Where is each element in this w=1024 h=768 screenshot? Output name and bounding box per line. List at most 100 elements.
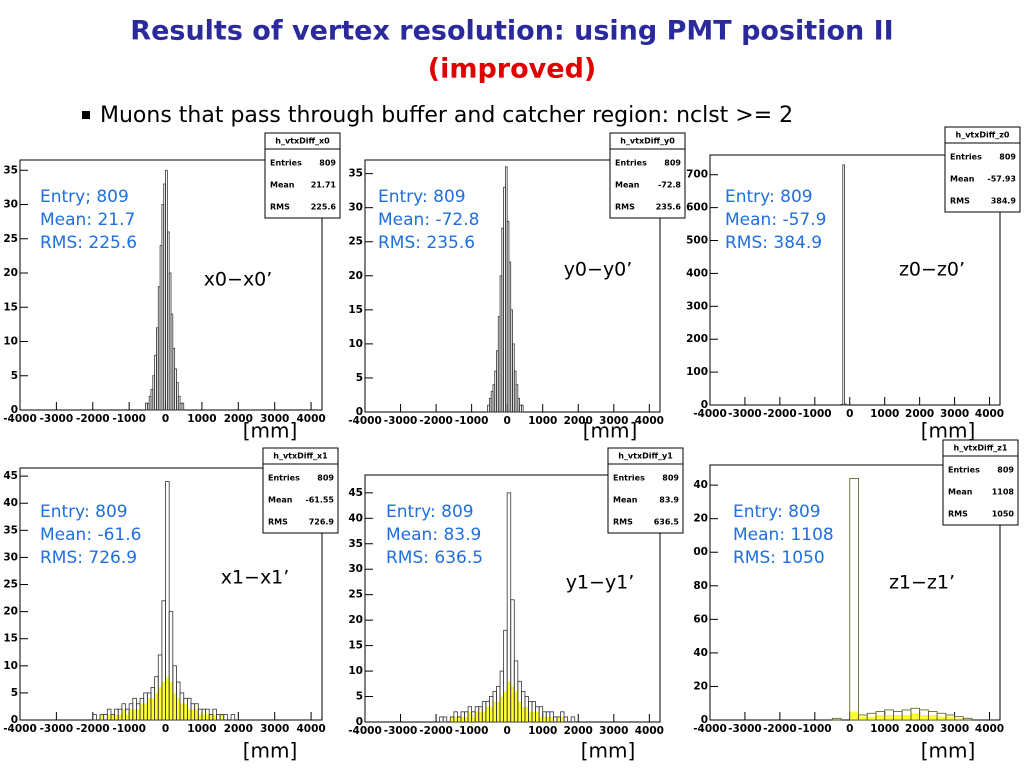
- y-tick-label: 500: [686, 235, 708, 247]
- y-tick-label: 40: [693, 647, 708, 659]
- bar: [849, 478, 859, 721]
- highlight-bar: [464, 716, 469, 722]
- annotation: Mean: 1108: [733, 525, 834, 545]
- y-tick-label: 20: [348, 270, 363, 282]
- x-tick-label: -3000: [384, 415, 418, 427]
- x-axis-label: [mm]: [921, 419, 976, 443]
- stats-value: 384.9: [991, 197, 1017, 206]
- stats-label: RMS: [268, 518, 288, 527]
- highlight-bar: [560, 716, 565, 722]
- highlight-bar: [471, 716, 476, 722]
- y-tick-label: 0: [356, 406, 363, 418]
- x-tick-label: -1000: [798, 723, 832, 735]
- stats-title: h_vtxDiff_y1: [618, 452, 673, 461]
- highlight-bar: [180, 703, 184, 720]
- slide-title: Results of vertex resolution: using PMT …: [130, 16, 893, 47]
- highlight-bar: [183, 703, 188, 720]
- stats-value: 809: [999, 153, 1016, 162]
- y-tick-label: 45: [348, 487, 363, 499]
- bar: [844, 403, 847, 406]
- highlight-bar: [492, 701, 497, 722]
- highlight-bar: [549, 716, 554, 722]
- y-tick-label: 600: [686, 202, 708, 214]
- x-tick-label: -1000: [455, 725, 489, 737]
- highlight-bar: [542, 716, 547, 722]
- highlight-bar: [187, 709, 192, 720]
- highlight-bar: [468, 711, 472, 722]
- stats-label: Entries: [950, 153, 982, 162]
- stats-value: 809: [317, 474, 334, 483]
- annotation: RMS: 225.6: [40, 233, 137, 253]
- y-tick-label: 10: [348, 338, 363, 350]
- x-tick-label: -4000: [3, 413, 37, 425]
- x-axis-label: [mm]: [583, 419, 638, 443]
- annotation: Entry; 809: [40, 187, 129, 207]
- x-tick-label: 2000: [905, 408, 934, 420]
- bar: [92, 714, 97, 721]
- y-tick-label: 30: [348, 563, 363, 575]
- y-tick-label: 20: [693, 513, 708, 525]
- highlight-bar: [546, 716, 550, 722]
- stats-box: [942, 439, 1019, 526]
- x-tick-label: -3000: [728, 408, 762, 420]
- annotation: Entry: 809: [725, 187, 813, 207]
- y-tick-label: 5: [11, 370, 18, 382]
- highlight-bar: [849, 711, 859, 720]
- highlight-bar: [556, 716, 561, 722]
- annotation: RMS: 235.6: [378, 233, 475, 253]
- x-tick-label: -4000: [3, 723, 37, 735]
- x-tick-label: 4000: [975, 723, 1004, 735]
- highlight-bar: [220, 714, 224, 720]
- x-tick-label: 4000: [635, 415, 664, 427]
- y-tick-label: 60: [693, 613, 708, 625]
- annotation: Mean: -72.8: [378, 210, 479, 230]
- y-tick-label: 300: [686, 300, 708, 312]
- stats-title: h_vtxDiff_z1: [954, 444, 1008, 453]
- highlight-bar: [500, 696, 504, 722]
- highlight-bar: [517, 701, 522, 722]
- y-tick-label: 400: [686, 267, 708, 279]
- stats-value: 726.9: [309, 518, 335, 527]
- stats-value: 809: [662, 474, 679, 483]
- stats-label: Mean: [270, 181, 295, 190]
- x-tick-label: 1000: [528, 415, 557, 427]
- highlight-bar: [191, 709, 195, 720]
- x-tick-label: -2000: [76, 723, 110, 735]
- y-tick-label: 10: [3, 660, 18, 672]
- y-tick-label: 25: [348, 236, 363, 248]
- y-tick-label: 45: [3, 470, 18, 482]
- highlight-bar: [902, 714, 911, 720]
- x-tick-label: 2000: [224, 413, 253, 425]
- bar: [831, 717, 842, 721]
- panel-label: x0−x0’: [204, 269, 273, 291]
- highlight-bar: [209, 714, 213, 720]
- highlight-bar: [460, 716, 465, 722]
- highlight-bar: [205, 714, 210, 720]
- y-tick-label: 15: [3, 633, 18, 645]
- highlight-bar: [532, 711, 536, 722]
- annotation: RMS: 726.9: [40, 548, 137, 568]
- x-tick-label: 4000: [975, 408, 1004, 420]
- x-axis-label: [mm]: [921, 739, 976, 763]
- y-tick-label: 15: [3, 301, 18, 313]
- highlight-bar: [107, 714, 111, 720]
- x-tick-label: 1000: [187, 413, 216, 425]
- slide-subtitle: (improved): [428, 54, 597, 85]
- stats-label: RMS: [950, 197, 970, 206]
- highlight-bar: [858, 716, 868, 720]
- y-tick-label: 5: [356, 372, 363, 384]
- bar: [563, 716, 568, 723]
- bullet-text: Muons that pass through buffer and catch…: [100, 103, 793, 128]
- x-tick-label: 2000: [564, 725, 593, 737]
- stats-label: Entries: [948, 466, 980, 475]
- x-tick-label: -2000: [419, 725, 453, 737]
- highlight-bar: [945, 716, 955, 720]
- highlight-bar: [158, 687, 162, 720]
- stats-value: 1050: [992, 510, 1015, 519]
- highlight-bar: [478, 711, 483, 722]
- x-tick-label: 1000: [870, 723, 899, 735]
- x-tick-label: 1000: [870, 408, 899, 420]
- x-tick-label: 0: [846, 408, 853, 420]
- x-tick-label: 3000: [940, 408, 969, 420]
- stats-value: 225.6: [311, 203, 337, 212]
